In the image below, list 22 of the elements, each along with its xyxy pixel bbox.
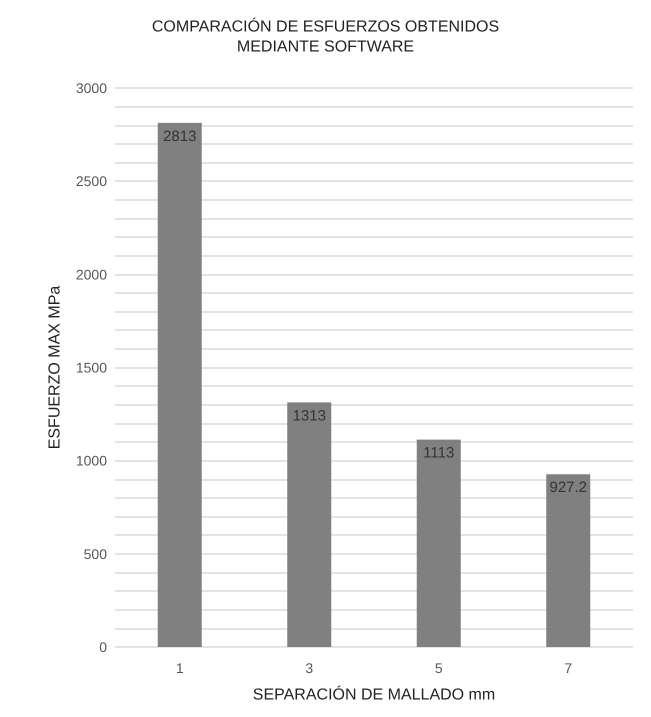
data-label: 1113: [423, 444, 454, 462]
y-tick-label: 3000: [76, 80, 108, 96]
data-label: 1313: [292, 407, 326, 424]
y-tick-label: 1000: [76, 452, 108, 469]
bar: [416, 440, 461, 647]
bar: [546, 474, 590, 647]
y-tick-label: 0: [99, 639, 108, 655]
y-tick-label: 2000: [76, 266, 108, 282]
bar: [287, 402, 332, 647]
data-label: 2813: [163, 128, 196, 145]
y-tick-label: 500: [84, 546, 108, 562]
x-tick-label: 7: [564, 660, 572, 676]
data-label: 927.2: [549, 479, 588, 496]
x-axis-title: SEPARACIÓN DE MALLADO mm: [252, 686, 496, 704]
chart-title: COMPARACIÓN DE ESFUERZOS OBTENIDOS MEDIANTE SOFTWARE: [152, 18, 500, 56]
x-tick-label: 1: [176, 660, 184, 676]
x-tick-label: 3: [305, 660, 314, 676]
y-tick-label: 1500: [76, 360, 108, 376]
y-axis-title: ESFUERZO MAX MPa: [46, 286, 64, 450]
y-tick-label: 2500: [76, 173, 108, 190]
x-tick-label: 5: [434, 660, 443, 676]
bar: [158, 122, 202, 647]
